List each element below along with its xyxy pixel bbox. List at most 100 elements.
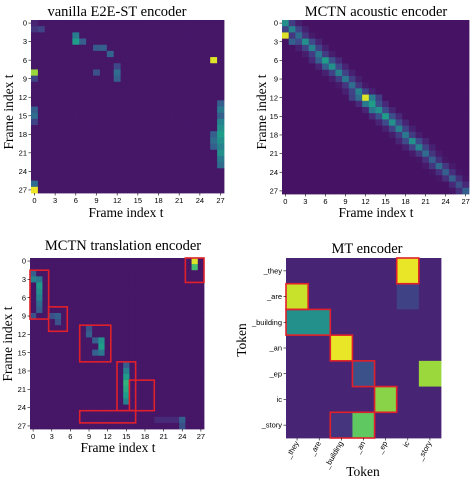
heatmap-cell — [37, 75, 46, 83]
heatmap-cell — [328, 138, 336, 145]
x-tick-label: 12 — [104, 432, 112, 441]
heatmap-cell — [315, 138, 323, 145]
heatmap-cell — [98, 343, 105, 351]
heatmap-cell — [93, 75, 101, 83]
heatmap-cell — [428, 187, 437, 195]
heatmap-cell — [61, 374, 68, 381]
heatmap-cell — [335, 44, 343, 52]
heatmap-cell — [154, 367, 161, 375]
heatmap-cell — [30, 312, 37, 320]
heatmap-cell — [355, 82, 363, 89]
heatmap-cell — [302, 82, 310, 89]
heatmap-cell — [48, 319, 56, 326]
heatmap-cell — [72, 63, 80, 70]
heatmap-cell — [73, 410, 81, 418]
heatmap-cell — [295, 138, 303, 145]
heatmap-cell — [402, 144, 410, 151]
heatmap-cell — [328, 38, 336, 46]
heatmap-cell — [42, 288, 50, 296]
heatmap-cell — [302, 119, 310, 127]
heatmap-cell — [120, 149, 128, 157]
heatmap-cell — [402, 150, 410, 158]
heatmap-cell — [141, 416, 149, 424]
heatmap-cell — [342, 38, 350, 46]
heatmap-cell — [44, 149, 53, 157]
heatmap-cell — [335, 32, 343, 40]
heatmap-cell — [37, 44, 46, 52]
heatmap-cell — [348, 162, 356, 170]
heatmap-cell — [148, 361, 155, 369]
heatmap-cell — [295, 88, 303, 95]
heatmap-cell — [203, 50, 211, 58]
heatmap-cell — [182, 149, 190, 157]
heatmap-cell — [462, 125, 470, 133]
heatmap-cell — [355, 181, 363, 189]
heatmap-cell — [189, 106, 197, 114]
heatmap-cell — [415, 100, 423, 108]
heatmap-cell — [322, 32, 330, 40]
heatmap-cell — [73, 300, 81, 308]
heatmap-cell — [79, 168, 87, 175]
heatmap-cell — [79, 331, 87, 338]
highlight-box — [128, 379, 156, 412]
heatmap-cell — [51, 75, 59, 83]
heatmap-cell — [295, 57, 303, 64]
heatmap-cell — [85, 258, 93, 265]
heatmap-cell — [342, 162, 350, 170]
heatmap-cell — [98, 312, 105, 320]
heatmap-cell — [134, 94, 142, 101]
heatmap-cell — [106, 69, 115, 77]
heatmap-cell — [428, 113, 437, 120]
heatmap-cell — [295, 82, 303, 89]
heatmap-cell — [129, 258, 137, 265]
heatmap-cell — [67, 264, 74, 271]
heatmap-cell — [388, 169, 396, 176]
heatmap-cell — [73, 398, 81, 405]
heatmap-cell — [203, 94, 211, 101]
heatmap-cell — [123, 282, 130, 289]
heatmap-cell — [448, 138, 457, 145]
heatmap-cell — [172, 343, 180, 351]
heatmap-cell — [117, 380, 124, 387]
heatmap-cell — [415, 75, 423, 83]
heatmap-cell — [85, 404, 93, 412]
heatmap-cell — [155, 112, 163, 120]
heatmap-cell — [155, 174, 163, 182]
heatmap-cell — [155, 125, 163, 132]
heatmap-cell — [422, 169, 430, 176]
heatmap-cell — [368, 44, 376, 52]
heatmap-cell — [185, 422, 192, 430]
heatmap-cell — [402, 125, 410, 133]
heatmap-cell — [141, 63, 149, 70]
y-tick-label: 15 — [18, 348, 26, 357]
heatmap-cell — [135, 422, 143, 430]
heatmap-cell — [168, 149, 177, 157]
heatmap-cell — [375, 20, 383, 27]
heatmap-cell — [408, 131, 416, 139]
heatmap-cell — [154, 349, 161, 357]
heatmap-cell — [388, 131, 396, 139]
heatmap-cell — [210, 118, 218, 126]
heatmap-cell — [61, 355, 68, 363]
heatmap-cell — [148, 422, 155, 430]
heatmap-cell — [160, 258, 168, 265]
heatmap-cell — [402, 119, 410, 127]
heatmap-cell — [308, 107, 316, 114]
heatmap-cell — [408, 88, 416, 95]
heatmap-cell — [36, 282, 43, 289]
y-tick-label: 24 — [19, 167, 27, 176]
heatmap-cell — [374, 412, 398, 439]
heatmap-cell — [322, 175, 330, 182]
heatmap-cell — [92, 398, 99, 405]
heatmap-cell — [189, 137, 197, 144]
heatmap-cell — [182, 118, 190, 126]
heatmap-cell — [168, 38, 177, 46]
heatmap-cell — [155, 81, 163, 89]
heatmap-cell — [408, 63, 416, 71]
heatmap-cell — [31, 162, 39, 169]
heatmap-cell — [172, 337, 180, 344]
heatmap-cell — [93, 168, 101, 175]
heatmap-cell — [93, 137, 101, 144]
heatmap-cell — [113, 20, 121, 27]
